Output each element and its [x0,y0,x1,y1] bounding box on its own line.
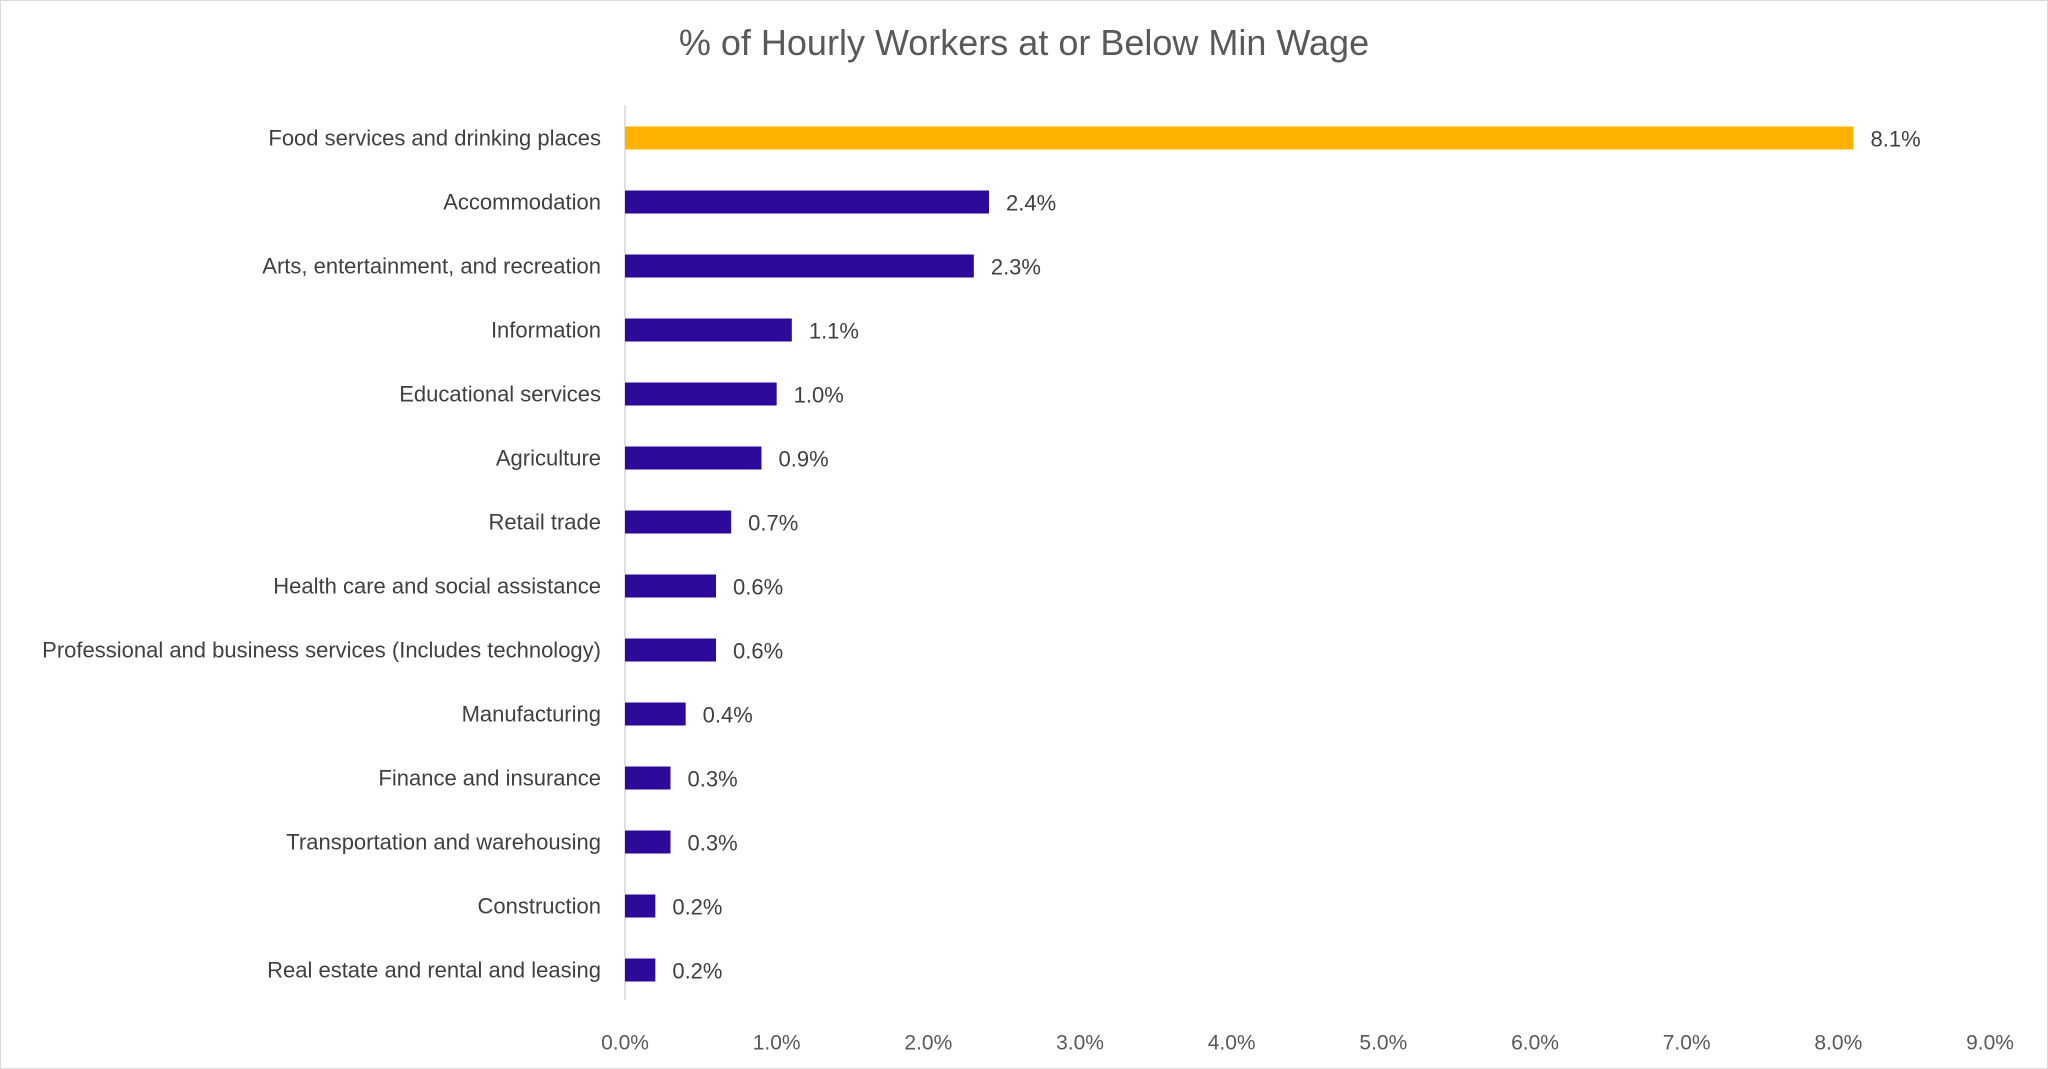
value-label-9: 0.4% [703,703,753,728]
category-label-0: Food services and drinking places [268,126,601,151]
category-labels-group: Food services and drinking places Accommo… [42,126,601,983]
x-tick-label-3: 3.0% [1056,1032,1104,1055]
chart-title: % of Hourly Workers at or Below Min Wage [678,22,1370,63]
value-label-8: 0.6% [733,639,783,664]
value-label-2: 2.3% [991,255,1041,280]
category-label-7: Health care and social assistance [273,574,601,599]
bar-10 [625,766,671,790]
value-labels-group: 8.1% 2.4% 2.3% 1.1% 1.0% 0.9% 0.7% 0.6% 0.6% 0.4%… [672,127,1920,984]
bar-4 [625,382,777,406]
value-label-10: 0.3% [688,767,738,792]
value-label-3: 1.1% [809,319,859,344]
value-label-0: 8.1% [1871,127,1921,152]
bar-12 [625,894,656,918]
x-tick-label-5: 5.0% [1359,1032,1407,1055]
value-label-13: 0.2% [672,959,722,984]
x-tick-label-9: 9.0% [1966,1032,2014,1055]
category-label-11: Transportation and warehousing [286,830,601,855]
x-tick-label-2: 2.0% [904,1032,952,1055]
x-tick-label-6: 6.0% [1511,1032,1559,1055]
bar-1 [625,190,989,214]
bar-2 [625,254,974,278]
category-label-5: Agriculture [496,446,601,471]
category-label-12: Construction [477,894,601,919]
category-label-4: Educational services [399,382,601,407]
bar-11 [625,830,671,854]
x-tick-label-4: 4.0% [1208,1032,1256,1055]
value-label-7: 0.6% [733,575,783,600]
value-label-4: 1.0% [794,383,844,408]
x-tick-label-8: 8.0% [1814,1032,1862,1055]
bar-9 [625,702,686,726]
category-label-10: Finance and insurance [378,766,601,791]
bar-13 [625,958,656,982]
x-tick-label-1: 1.0% [753,1032,801,1055]
category-label-8: Professional and business services (Incl… [42,638,601,663]
category-label-13: Real estate and rental and leasing [267,958,601,983]
bar-5 [625,446,762,470]
x-tick-label-7: 7.0% [1663,1032,1711,1055]
category-label-2: Arts, entertainment, and recreation [262,254,601,279]
x-tick-labels-group: 0.0% 1.0% 2.0% 3.0% 4.0% 5.0% 6.0% 7.0% 8.0% 9.0% [601,1032,2014,1055]
bar-7 [625,574,716,598]
bar-8 [625,638,716,662]
bars-group [625,126,1854,982]
value-label-11: 0.3% [688,831,738,856]
category-label-9: Manufacturing [462,702,601,727]
x-tick-label-0: 0.0% [601,1032,649,1055]
bar-0 [625,126,1854,150]
value-label-5: 0.9% [779,447,829,472]
value-label-6: 0.7% [748,511,798,536]
bar-6 [625,510,732,534]
category-label-3: Information [491,318,601,343]
value-label-1: 2.4% [1006,191,1056,216]
value-label-12: 0.2% [672,895,722,920]
bar-3 [625,318,792,342]
category-label-1: Accommodation [443,190,601,215]
category-label-6: Retail trade [488,510,601,535]
